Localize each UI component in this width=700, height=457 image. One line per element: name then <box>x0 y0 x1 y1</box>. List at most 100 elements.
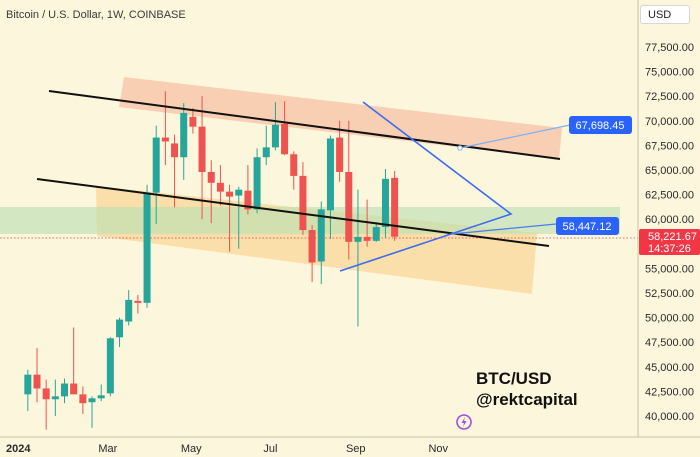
candle <box>171 134 179 208</box>
resistance-projection-anchor[interactable] <box>457 145 463 151</box>
candle-body <box>125 299 133 322</box>
candles-layer <box>24 91 399 430</box>
candle <box>152 125 160 225</box>
y-tick-label: 67,500.00 <box>645 140 694 152</box>
drawings-layer[interactable]: 67,698.45 58,447.12 <box>36 90 632 272</box>
candle <box>97 384 105 402</box>
candle-body <box>134 300 142 303</box>
candle-body <box>235 189 243 196</box>
candle-body <box>42 388 50 400</box>
y-tick-label: 47,500.00 <box>645 337 694 349</box>
candle-body <box>354 236 362 242</box>
candle <box>198 96 206 220</box>
candle-body <box>61 383 69 397</box>
candle <box>143 184 151 308</box>
symmetrical-triangle[interactable] <box>339 101 513 272</box>
candle-body <box>317 209 325 262</box>
countdown-label: 14:37:26 <box>648 243 691 255</box>
y-axis: 40,000.00 42,500.00 45,000.00 47,500.00 50,0… <box>645 42 694 423</box>
candle-body <box>189 116 197 127</box>
x-axis: 2024 Mar May Jul Sep Nov <box>6 443 449 455</box>
tradingview-logo-icon <box>456 414 472 430</box>
resistance-projection-line[interactable] <box>459 124 571 149</box>
green-zone <box>0 207 620 234</box>
candle <box>51 379 59 416</box>
candle <box>42 379 50 430</box>
candle-body <box>216 182 224 192</box>
candle <box>70 327 78 395</box>
candle <box>281 101 289 156</box>
candle <box>207 160 215 224</box>
x-tick-label: 2024 <box>6 443 31 455</box>
candle <box>372 222 380 242</box>
candle-body <box>336 137 344 172</box>
candle-body <box>198 126 206 172</box>
candle-body <box>271 124 279 148</box>
candle-body <box>253 157 261 210</box>
candle <box>271 102 279 151</box>
y-tick-label: 72,500.00 <box>645 91 694 103</box>
candle <box>354 189 362 327</box>
candle-body <box>391 177 399 237</box>
candle-body <box>226 191 234 197</box>
y-tick-label: 52,500.00 <box>645 288 694 300</box>
candle <box>262 125 270 166</box>
candle-body <box>299 175 307 231</box>
y-tick-label: 40,000.00 <box>645 411 694 423</box>
candle <box>290 151 298 190</box>
support-projection-line[interactable] <box>451 223 557 235</box>
candle <box>134 294 142 314</box>
candle-body <box>372 227 380 241</box>
support-badge: 58,447.12 <box>556 217 619 235</box>
current-price-label: 58,221.67 <box>648 231 697 243</box>
candle-body <box>152 137 160 193</box>
candle-body <box>180 112 188 158</box>
candle <box>235 186 243 249</box>
candle-body <box>79 394 87 404</box>
candle <box>299 162 307 235</box>
currency-button[interactable]: USD <box>640 5 690 24</box>
y-tick-label: 62,500.00 <box>645 190 694 202</box>
candle-body <box>290 154 298 176</box>
candle <box>33 348 41 403</box>
resistance-badge-label: 67,698.45 <box>576 120 625 132</box>
price-axis-panel[interactable] <box>638 0 700 437</box>
candle-body <box>51 396 59 400</box>
candle-body <box>24 374 32 395</box>
y-tick-label: 50,000.00 <box>645 313 694 325</box>
support-badge-label: 58,447.12 <box>563 221 612 233</box>
x-tick-label: Sep <box>346 443 366 455</box>
candle <box>336 120 344 182</box>
candle-body <box>161 137 169 142</box>
candle <box>106 337 114 397</box>
y-tick-label: 70,000.00 <box>645 116 694 128</box>
watermark-text: BTC/USD @rektcapital <box>476 368 578 410</box>
y-tick-label: 42,500.00 <box>645 386 694 398</box>
candle-body <box>281 123 289 155</box>
lower-channel-trendline[interactable] <box>36 178 550 247</box>
candle-body <box>70 383 78 395</box>
candle <box>125 290 133 326</box>
candle <box>381 169 389 238</box>
upper-channel-trendline[interactable] <box>48 90 561 160</box>
x-tick-label: May <box>181 443 202 455</box>
watermark-handle: @rektcapital <box>476 390 578 409</box>
candle-body <box>308 230 316 263</box>
candle-body <box>262 147 270 158</box>
resistance-badge: 67,698.45 <box>569 116 632 134</box>
support-zone <box>96 186 537 294</box>
candle-body <box>171 143 179 158</box>
candle-body <box>345 171 353 242</box>
candle <box>24 369 32 412</box>
candle <box>161 91 169 166</box>
watermark-pair: BTC/USD <box>476 369 552 388</box>
candle-body <box>33 374 41 389</box>
candle-body <box>88 398 96 403</box>
candle <box>116 317 124 348</box>
candle-body <box>97 395 105 399</box>
candle-body <box>381 178 389 228</box>
candle-body <box>143 192 151 303</box>
zone-layer <box>0 77 620 294</box>
candle-body <box>207 171 215 183</box>
